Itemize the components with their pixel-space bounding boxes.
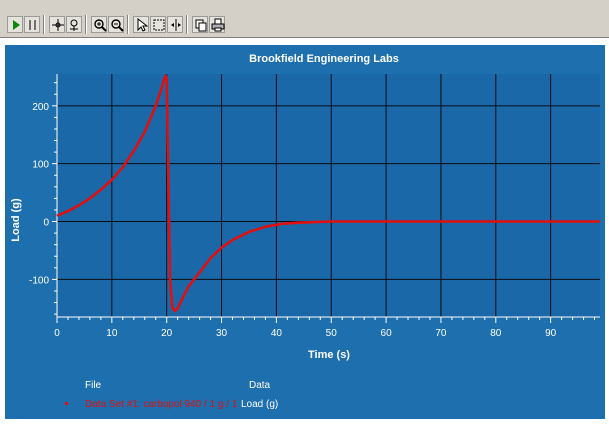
toolbar-separator: [127, 15, 129, 34]
legend-data-value: Load (g): [241, 399, 278, 410]
crosshair-icon: [51, 18, 65, 32]
x-tick-label: 50: [326, 328, 338, 339]
toolbar-separator: [85, 15, 87, 34]
x-tick-label: 30: [216, 328, 228, 339]
x-axis-label: Time (s): [308, 349, 350, 361]
legend-series-marker: [65, 402, 68, 405]
legend-file-value: Data Set #1: carbopol 940 / 1 g / 1: [85, 399, 238, 410]
legend-file-header: File: [85, 380, 102, 391]
marker-button[interactable]: [167, 16, 183, 33]
x-tick-label: 10: [106, 328, 118, 339]
zoom-out-icon: [110, 18, 124, 32]
toolbar-separator: [186, 15, 188, 34]
chart-title: Brookfield Engineering Labs: [249, 53, 399, 65]
zoom-in-button[interactable]: [91, 16, 107, 33]
plot-panel: 0 10 20 30 40 50 60 70 80 90 200 100 0 -100 Brookfiel…: [5, 45, 605, 419]
y-tick-label: 200: [32, 102, 49, 113]
pan-icon: [68, 18, 82, 32]
x-tick-label: 20: [161, 328, 173, 339]
x-tick-label: 80: [490, 328, 502, 339]
x-tick-label: 70: [435, 328, 447, 339]
play-button[interactable]: [7, 16, 23, 33]
y-tick-label: -100: [29, 275, 49, 286]
pointer-icon: [135, 18, 149, 32]
pause-icon: [26, 18, 40, 32]
plot-area: [57, 74, 600, 317]
toolbar: [0, 0, 609, 38]
select-box-icon: [152, 18, 166, 32]
play-icon: [9, 18, 23, 32]
y-tick-label: 0: [43, 218, 49, 229]
select-box-button[interactable]: [150, 16, 166, 33]
x-tick-label: 90: [545, 328, 557, 339]
pointer-button[interactable]: [133, 16, 149, 33]
x-tick-label: 0: [54, 328, 60, 339]
pause-button[interactable]: [24, 16, 40, 33]
zoom-in-icon: [93, 18, 107, 32]
marker-icon: [169, 18, 183, 32]
toolbar-separator: [43, 15, 45, 34]
zoom-out-button[interactable]: [108, 16, 124, 33]
legend: File Data Data Set #1: carbopol 940 / 1 …: [65, 380, 278, 410]
print-button[interactable]: [209, 16, 225, 33]
copy-button[interactable]: [192, 16, 208, 33]
y-tick-label: 100: [32, 160, 49, 171]
x-tick-label: 60: [381, 328, 393, 339]
y-axis-label: Load (g): [10, 198, 22, 242]
legend-data-header: Data: [249, 380, 271, 391]
chart[interactable]: 0 10 20 30 40 50 60 70 80 90 200 100 0 -100 Brookfiel…: [5, 45, 605, 419]
crosshair-button[interactable]: [49, 16, 65, 33]
pan-button[interactable]: [66, 16, 82, 33]
copy-icon: [194, 18, 208, 32]
print-icon: [211, 18, 225, 32]
x-tick-label: 40: [271, 328, 283, 339]
